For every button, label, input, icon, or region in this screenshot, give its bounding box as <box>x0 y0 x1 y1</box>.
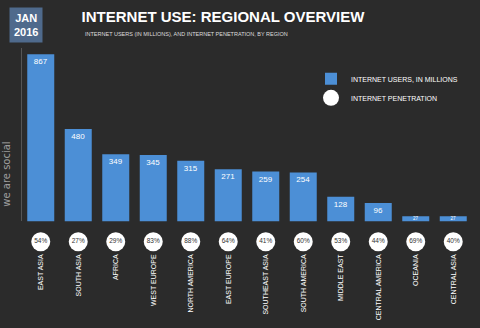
svg-text:27%: 27% <box>72 237 85 244</box>
svg-text:MIDDLE EAST: MIDDLE EAST <box>337 254 344 301</box>
svg-text:JAN2016: JAN2016 <box>14 12 38 38</box>
svg-text:WEST EUROPE: WEST EUROPE <box>150 254 157 306</box>
svg-text:41%: 41% <box>259 237 272 244</box>
svg-text:INTERNET PENETRATION: INTERNET PENETRATION <box>351 95 437 102</box>
svg-text:480: 480 <box>71 132 85 141</box>
svg-text:AFRICA: AFRICA <box>112 254 119 280</box>
svg-text:29%: 29% <box>109 237 122 244</box>
svg-text:44%: 44% <box>372 237 385 244</box>
svg-text:64%: 64% <box>222 237 235 244</box>
svg-text:27: 27 <box>413 216 419 221</box>
svg-text:40%: 40% <box>447 237 460 244</box>
svg-text:69%: 69% <box>409 237 422 244</box>
svg-text:345: 345 <box>146 158 160 167</box>
svg-text:54%: 54% <box>34 237 47 244</box>
svg-text:we are social: we are social <box>1 141 12 206</box>
svg-text:CENTRAL ASIA: CENTRAL ASIA <box>450 254 457 304</box>
svg-text:27: 27 <box>451 216 457 221</box>
svg-text:EAST ASIA: EAST ASIA <box>37 254 44 290</box>
svg-text:53%: 53% <box>334 237 347 244</box>
svg-text:SOUTH AMERICA: SOUTH AMERICA <box>300 254 307 312</box>
svg-text:OCEANIA: OCEANIA <box>412 254 419 286</box>
svg-text:271: 271 <box>221 172 235 181</box>
svg-text:60%: 60% <box>297 237 310 244</box>
svg-text:349: 349 <box>109 157 123 166</box>
svg-text:83%: 83% <box>147 237 160 244</box>
svg-text:SOUTH ASIA: SOUTH ASIA <box>75 254 82 296</box>
svg-text:88%: 88% <box>184 237 197 244</box>
svg-text:315: 315 <box>184 164 198 173</box>
svg-text:867: 867 <box>34 57 48 66</box>
svg-text:INTERNET USERS, IN MILLIONS: INTERNET USERS, IN MILLIONS <box>351 76 458 83</box>
svg-text:CENTRAL AMERICA: CENTRAL AMERICA <box>375 254 382 320</box>
svg-text:INTERNET USERS (IN MILLIONS),: INTERNET USERS (IN MILLIONS), AND INTERN… <box>85 31 288 37</box>
svg-text:EAST EUROPE: EAST EUROPE <box>225 254 232 304</box>
svg-text:INTERNET USE: REGIONAL OVERVIE: INTERNET USE: REGIONAL OVERVIEW <box>82 8 366 25</box>
svg-text:SOUTHEAST ASIA: SOUTHEAST ASIA <box>262 254 269 314</box>
svg-text:96: 96 <box>374 206 383 215</box>
svg-text:128: 128 <box>334 200 348 209</box>
svg-text:259: 259 <box>259 175 273 184</box>
svg-text:NORTH AMERICA: NORTH AMERICA <box>187 254 194 313</box>
svg-text:254: 254 <box>296 175 310 184</box>
